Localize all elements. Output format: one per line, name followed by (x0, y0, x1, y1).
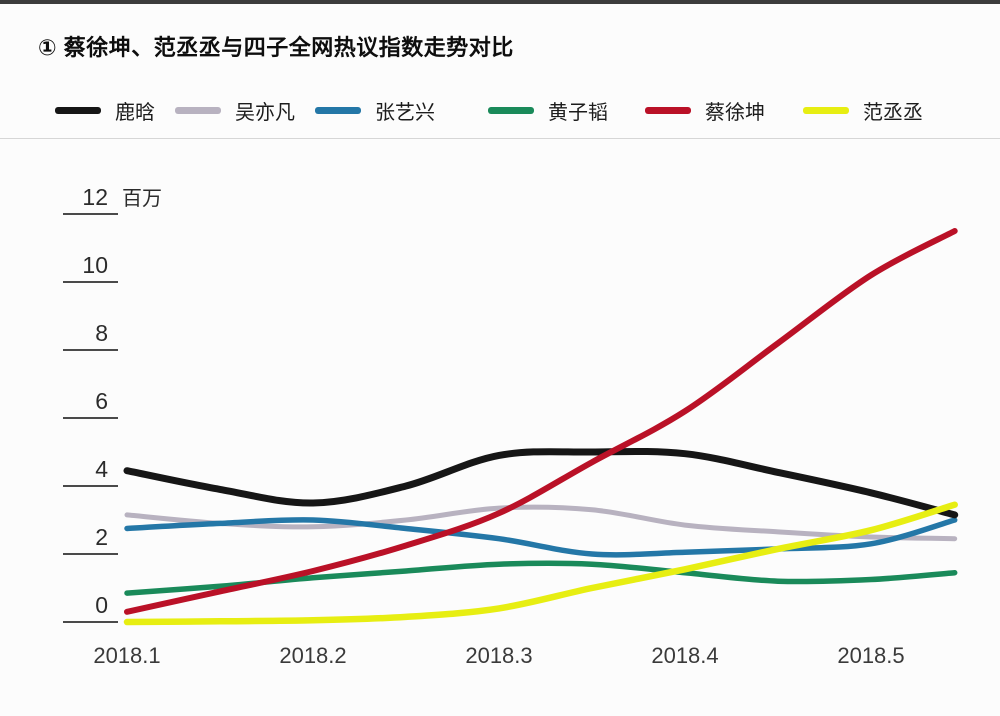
legend-swatch (488, 107, 534, 114)
legend-swatch (645, 107, 691, 114)
legend-item-1: 鹿晗 (55, 96, 155, 125)
series-line-2 (124, 504, 958, 542)
legend-divider-line (0, 138, 1000, 139)
y-axis-tick-label: 2 (95, 524, 108, 550)
legend-item-5: 蔡徐坤 (645, 96, 765, 125)
y-axis-tick-label: 6 (95, 388, 108, 414)
legend-item-6: 范丞丞 (803, 96, 923, 125)
legend-label: 黄子韬 (548, 102, 608, 124)
legend-label: 张艺兴 (375, 102, 435, 124)
series-line-3 (124, 517, 958, 558)
y-axis-tick-label: 8 (95, 320, 108, 346)
legend-swatch (55, 107, 101, 114)
legend-swatch (803, 107, 849, 114)
y-axis-tick-label: 12 (82, 184, 108, 210)
chart-title: ① 蔡徐坤、范丞丞与四子全网热议指数走势对比 (38, 35, 514, 60)
legend-item-3: 张艺兴 (315, 96, 435, 125)
legend-item-2: 吴亦凡 (175, 96, 295, 125)
legend-label: 鹿晗 (115, 102, 155, 124)
series-line-4 (124, 560, 958, 596)
y-axis-tick-label: 4 (95, 456, 108, 482)
chart-legend: 鹿晗 吴亦凡 张艺兴 黄子韬 蔡徐坤 范丞丞 (0, 0, 1000, 130)
legend-label: 吴亦凡 (235, 102, 295, 124)
legend-label: 范丞丞 (863, 102, 923, 124)
legend-item-4: 黄子韬 (488, 96, 608, 125)
legend-swatch (315, 107, 361, 114)
x-axis-tick-label: 2018.5 (837, 643, 904, 668)
legend-swatch (175, 107, 221, 114)
x-axis-tick-label: 2018.2 (279, 643, 346, 668)
legend-label: 蔡徐坤 (705, 102, 765, 124)
y-axis-unit-label: 百万 (122, 188, 162, 210)
y-axis-tick-label: 0 (95, 592, 108, 618)
series-line-1 (123, 447, 959, 519)
y-axis-tick-label: 10 (82, 252, 108, 278)
x-axis-tick-label: 2018.4 (651, 643, 718, 668)
x-axis-tick-label: 2018.1 (93, 643, 160, 668)
window-top-edge (0, 0, 1000, 4)
series-line-6 (123, 501, 958, 626)
series-line-5 (124, 228, 958, 615)
x-axis-tick-label: 2018.3 (465, 643, 532, 668)
